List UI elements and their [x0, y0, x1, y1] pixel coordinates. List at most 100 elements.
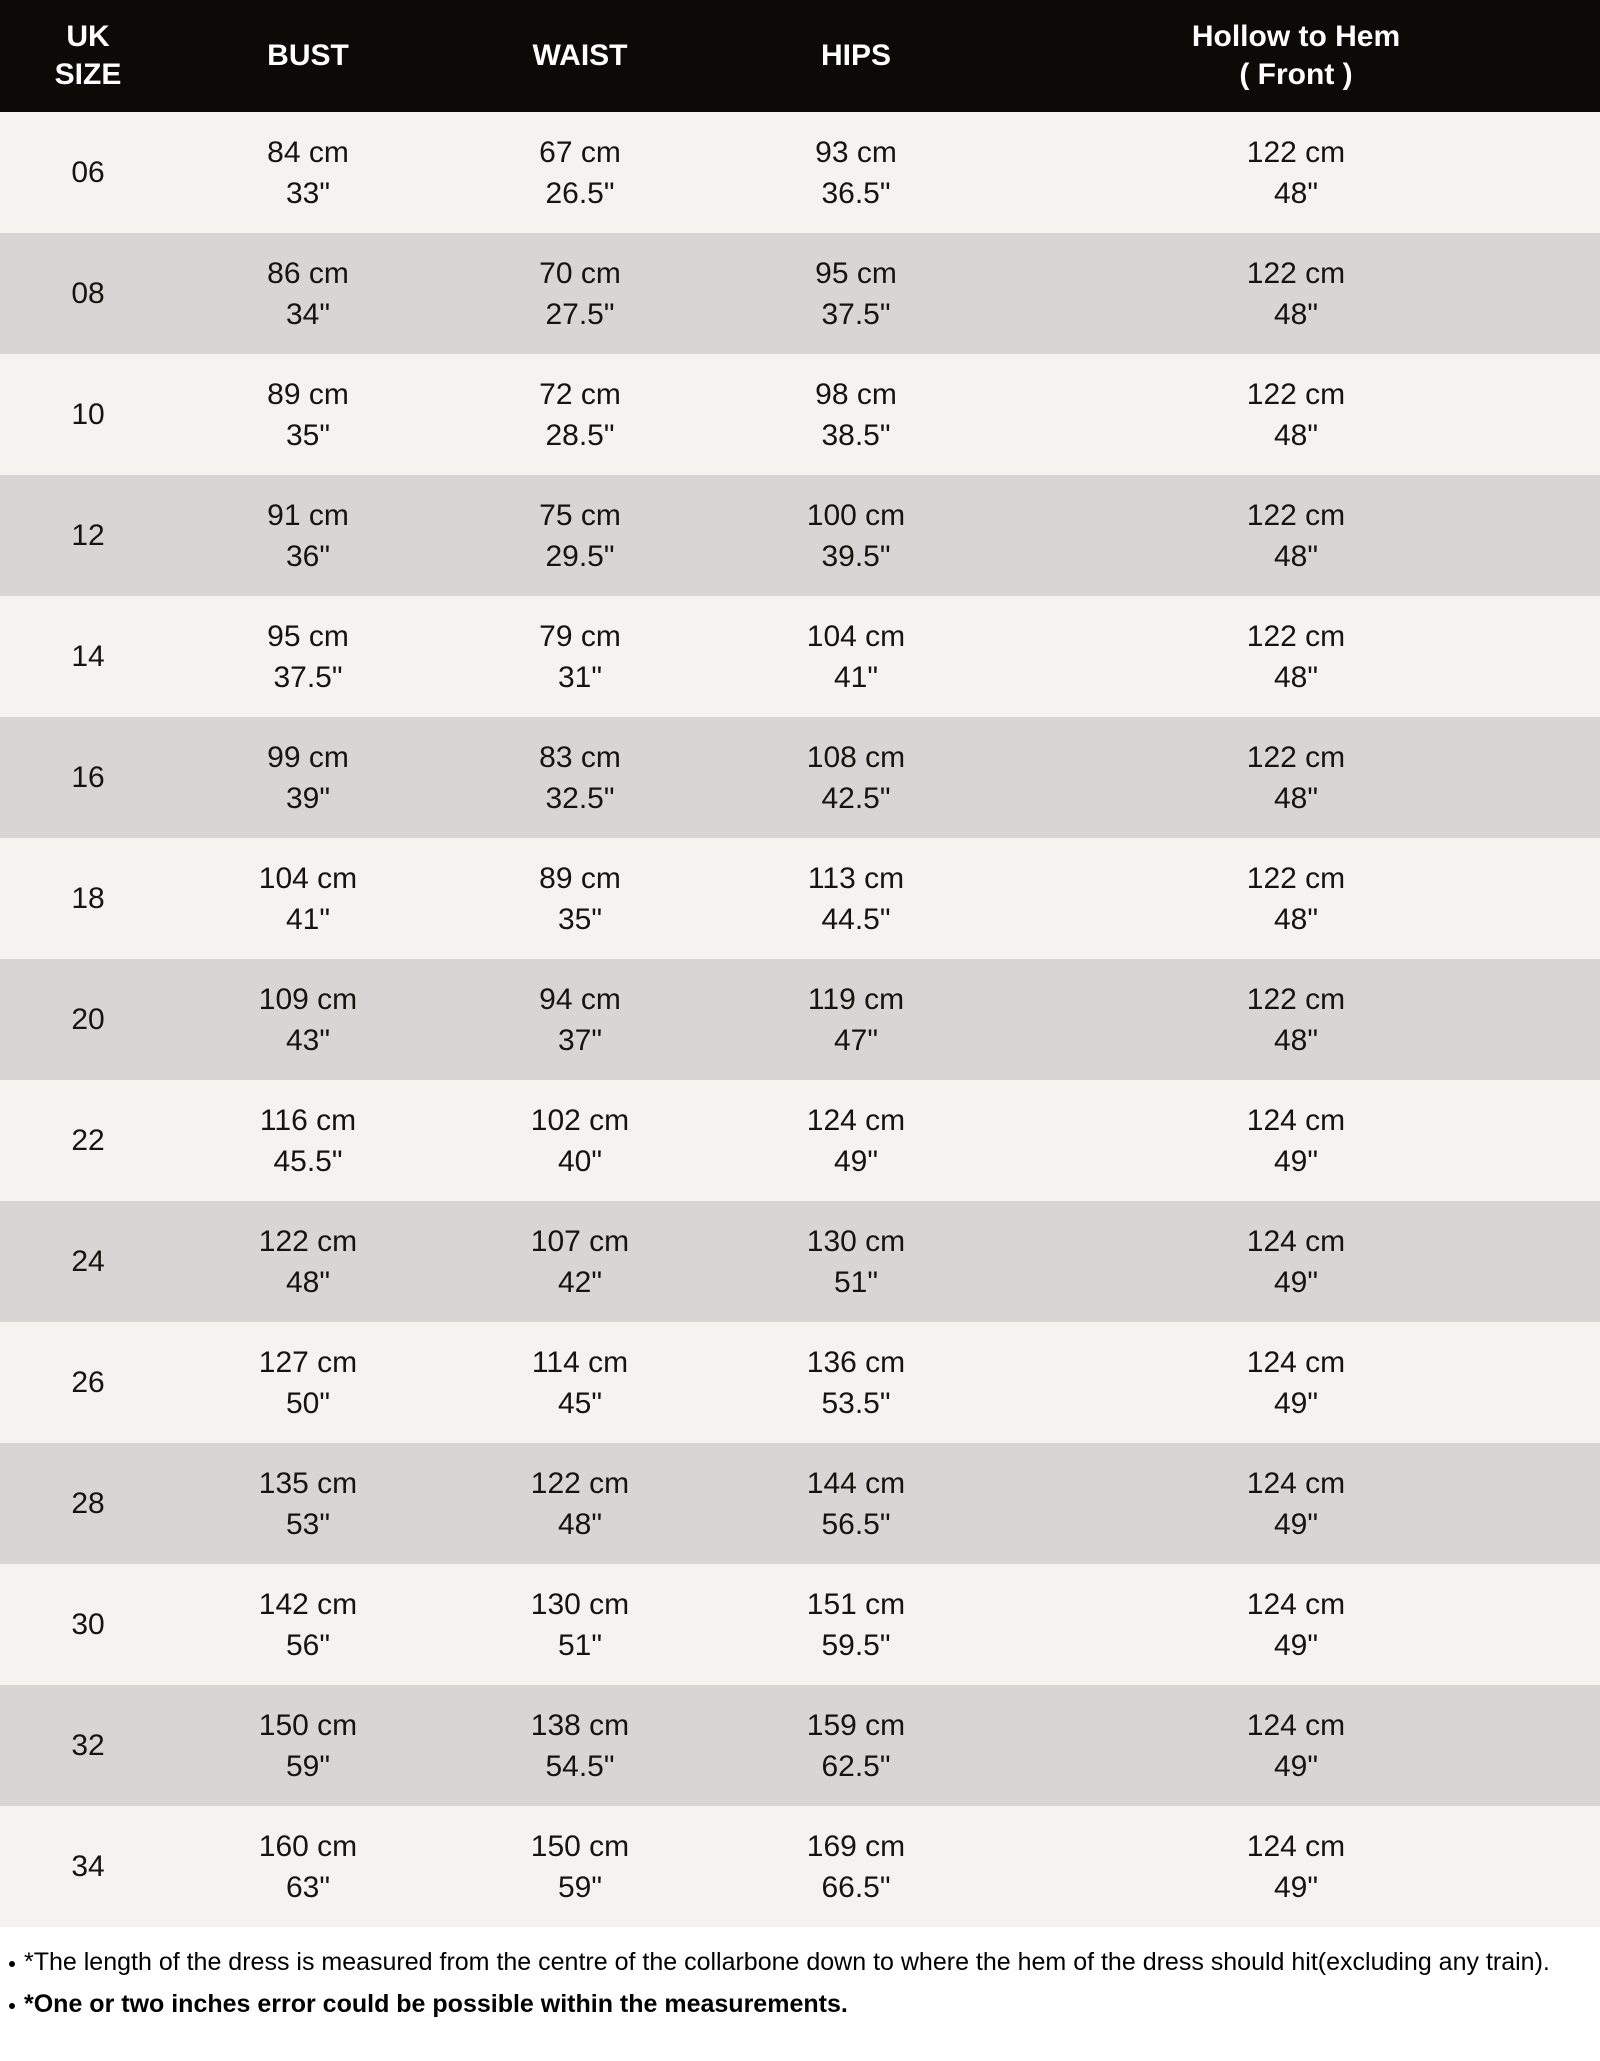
bust-cell: 142 cm 56"	[176, 1564, 440, 1685]
hem-cm-value: 122 cm	[1246, 861, 1346, 895]
hips-cm-value: 98 cm	[815, 377, 897, 411]
size-cell: 24	[71, 1245, 105, 1278]
bust-inch-value: 34"	[285, 297, 331, 331]
size-table-body: 06 84 cm 33" 67 cm 26.5" 93 cm 36.5" 122 cm 48" 0…	[0, 112, 1600, 1927]
table-row: 08 86 cm 34" 70 cm 27.5" 95 cm 37.5" 122 cm 48"	[0, 233, 1600, 354]
hips-cm-value: 108 cm	[806, 740, 906, 774]
bust-inch-value: 50"	[285, 1386, 331, 1420]
note-text: *The length of the dress is measured fro…	[24, 1948, 1550, 1976]
hem-cell: 124 cm 49"	[992, 1443, 1600, 1564]
table-row: 32 150 cm 59" 138 cm 54.5" 159 cm 62.5" 124 cm 4…	[0, 1685, 1600, 1806]
hips-inch-value: 39.5"	[821, 539, 891, 573]
waist-cm-value: 67 cm	[539, 135, 621, 169]
waist-cm-value: 122 cm	[530, 1466, 630, 1500]
hem-cm-value: 122 cm	[1246, 740, 1346, 774]
waist-inch-value: 28.5"	[545, 418, 615, 452]
bust-cm-value: 89 cm	[267, 377, 349, 411]
waist-cm-value: 150 cm	[530, 1829, 630, 1863]
waist-cell: 102 cm 40"	[440, 1080, 720, 1201]
waist-cm-value: 107 cm	[530, 1224, 630, 1258]
waist-cell: 114 cm 45"	[440, 1322, 720, 1443]
waist-cell: 94 cm 37"	[440, 959, 720, 1080]
hem-inch-value: 49"	[1273, 1507, 1319, 1541]
hem-cell: 122 cm 48"	[992, 112, 1600, 233]
hips-inch-value: 36.5"	[821, 176, 891, 210]
hips-cm-value: 104 cm	[806, 619, 906, 653]
bust-inch-value: 45.5"	[273, 1144, 343, 1178]
table-row: 10 89 cm 35" 72 cm 28.5" 98 cm 38.5" 122 cm 48"	[0, 354, 1600, 475]
waist-cell: 75 cm 29.5"	[440, 475, 720, 596]
hem-inch-value: 49"	[1273, 1265, 1319, 1299]
bust-cell: 99 cm 39"	[176, 717, 440, 838]
bullet-icon	[9, 1961, 15, 1967]
hips-cm-value: 124 cm	[806, 1103, 906, 1137]
hem-cm-value: 122 cm	[1246, 377, 1346, 411]
hem-cm-value: 124 cm	[1246, 1708, 1346, 1742]
waist-inch-value: 54.5"	[545, 1749, 615, 1783]
waist-cm-value: 130 cm	[530, 1587, 630, 1621]
note-text: *One or two inches error could be possib…	[24, 1990, 848, 2018]
bust-inch-value: 59"	[285, 1749, 331, 1783]
waist-cell: 150 cm 59"	[440, 1806, 720, 1927]
size-cell: 30	[71, 1608, 105, 1641]
hips-inch-value: 62.5"	[821, 1749, 891, 1783]
hem-inch-value: 48"	[1273, 1023, 1319, 1057]
bust-cell: 84 cm 33"	[176, 112, 440, 233]
hem-inch-value: 48"	[1273, 418, 1319, 452]
hips-cm-value: 93 cm	[815, 135, 897, 169]
hem-cell: 122 cm 48"	[992, 838, 1600, 959]
hem-inch-value: 48"	[1273, 781, 1319, 815]
bust-inch-value: 56"	[285, 1628, 331, 1662]
header-waist: WAIST	[440, 0, 720, 112]
waist-cm-value: 138 cm	[530, 1708, 630, 1742]
bust-cm-value: 91 cm	[267, 498, 349, 532]
header-uk-size: UK SIZE	[0, 0, 176, 112]
size-cell: 18	[71, 882, 105, 915]
hem-inch-value: 49"	[1273, 1749, 1319, 1783]
bust-inch-value: 39"	[285, 781, 331, 815]
header-hollow-to-hem: Hollow to Hem ( Front )	[992, 0, 1600, 112]
bust-cm-value: 104 cm	[258, 861, 358, 895]
waist-cell: 79 cm 31"	[440, 596, 720, 717]
waist-cell: 70 cm 27.5"	[440, 233, 720, 354]
table-row: 28 135 cm 53" 122 cm 48" 144 cm 56.5" 124 cm 49"	[0, 1443, 1600, 1564]
footnotes: *The length of the dress is measured fro…	[0, 1927, 1600, 2033]
table-row: 26 127 cm 50" 114 cm 45" 136 cm 53.5" 124 cm 49"	[0, 1322, 1600, 1443]
waist-cm-value: 102 cm	[530, 1103, 630, 1137]
bust-inch-value: 35"	[285, 418, 331, 452]
size-cell: 08	[71, 277, 105, 310]
bust-cell: 122 cm 48"	[176, 1201, 440, 1322]
size-cell: 34	[71, 1850, 105, 1883]
hem-cm-value: 124 cm	[1246, 1466, 1346, 1500]
hips-inch-value: 42.5"	[821, 781, 891, 815]
hem-cell: 122 cm 48"	[992, 596, 1600, 717]
bullet-icon	[9, 2003, 15, 2009]
waist-cm-value: 79 cm	[539, 619, 621, 653]
header-hips: HIPS	[720, 0, 992, 112]
bust-cm-value: 99 cm	[267, 740, 349, 774]
table-row: 06 84 cm 33" 67 cm 26.5" 93 cm 36.5" 122 cm 48"	[0, 112, 1600, 233]
hips-cell: 119 cm 47"	[720, 959, 992, 1080]
bust-cell: 95 cm 37.5"	[176, 596, 440, 717]
bust-cm-value: 86 cm	[267, 256, 349, 290]
table-row: 16 99 cm 39" 83 cm 32.5" 108 cm 42.5" 122 cm 48"	[0, 717, 1600, 838]
hem-cm-value: 124 cm	[1246, 1224, 1346, 1258]
table-row: 20 109 cm 43" 94 cm 37" 119 cm 47" 122 cm 48"	[0, 959, 1600, 1080]
hem-inch-value: 49"	[1273, 1870, 1319, 1904]
hem-inch-value: 48"	[1273, 539, 1319, 573]
hem-inch-value: 48"	[1273, 297, 1319, 331]
bust-cell: 91 cm 36"	[176, 475, 440, 596]
bust-cm-value: 150 cm	[258, 1708, 358, 1742]
hips-cell: 151 cm 59.5"	[720, 1564, 992, 1685]
hips-inch-value: 41"	[833, 660, 879, 694]
hips-cm-value: 100 cm	[806, 498, 906, 532]
waist-cm-value: 94 cm	[539, 982, 621, 1016]
hem-cell: 124 cm 49"	[992, 1685, 1600, 1806]
hem-cm-value: 122 cm	[1246, 498, 1346, 532]
hips-inch-value: 38.5"	[821, 418, 891, 452]
table-row: 30 142 cm 56" 130 cm 51" 151 cm 59.5" 124 cm 49"	[0, 1564, 1600, 1685]
hem-inch-value: 49"	[1273, 1386, 1319, 1420]
hips-inch-value: 51"	[833, 1265, 879, 1299]
hem-cm-value: 124 cm	[1246, 1829, 1346, 1863]
hips-inch-value: 37.5"	[821, 297, 891, 331]
